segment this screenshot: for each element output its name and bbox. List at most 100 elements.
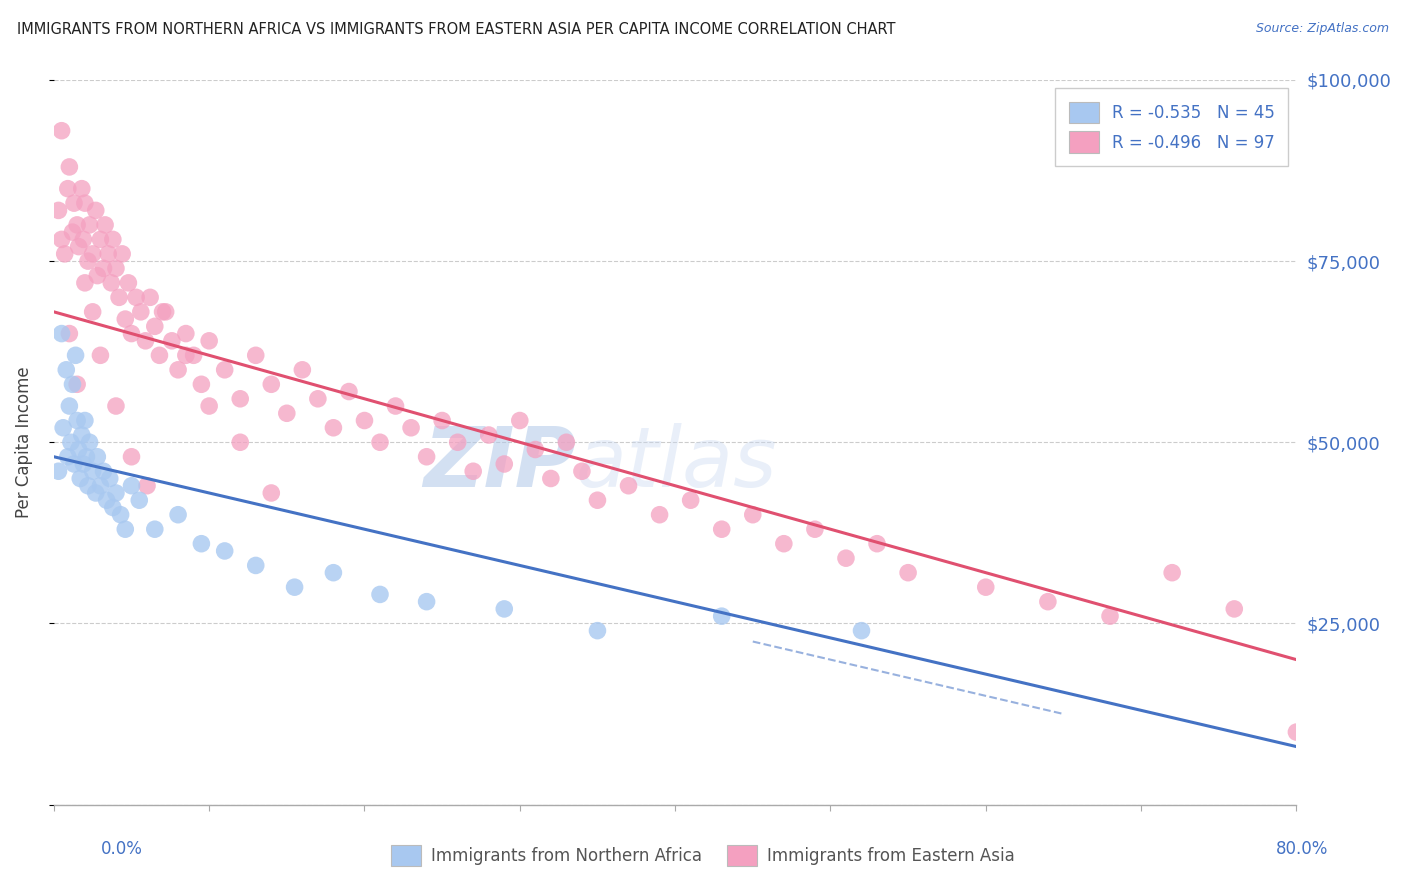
Point bbox=[478, 428, 501, 442]
Point bbox=[66, 377, 89, 392]
Point bbox=[260, 377, 283, 392]
Point bbox=[415, 595, 437, 609]
Point bbox=[89, 348, 111, 362]
Point bbox=[322, 566, 344, 580]
Point bbox=[75, 450, 97, 464]
Point bbox=[114, 312, 136, 326]
Point bbox=[58, 160, 80, 174]
Point bbox=[94, 218, 117, 232]
Point bbox=[108, 290, 131, 304]
Point bbox=[155, 305, 177, 319]
Point bbox=[741, 508, 763, 522]
Point bbox=[77, 479, 100, 493]
Point bbox=[66, 218, 89, 232]
Point bbox=[111, 247, 134, 261]
Point bbox=[86, 268, 108, 283]
Point bbox=[73, 276, 96, 290]
Point bbox=[52, 421, 75, 435]
Point bbox=[1161, 566, 1184, 580]
Point bbox=[143, 319, 166, 334]
Point bbox=[183, 348, 205, 362]
Point bbox=[48, 464, 70, 478]
Text: Source: ZipAtlas.com: Source: ZipAtlas.com bbox=[1256, 22, 1389, 36]
Point bbox=[1223, 602, 1246, 616]
Point bbox=[143, 522, 166, 536]
Point bbox=[152, 305, 174, 319]
Point bbox=[679, 493, 702, 508]
Point bbox=[121, 326, 143, 341]
Point bbox=[1036, 595, 1059, 609]
Point bbox=[104, 486, 127, 500]
Point bbox=[51, 232, 73, 246]
Point bbox=[322, 421, 344, 435]
Point bbox=[307, 392, 329, 406]
Point bbox=[284, 580, 307, 594]
Point bbox=[96, 493, 118, 508]
Point bbox=[134, 334, 156, 348]
Point bbox=[79, 218, 101, 232]
Point bbox=[494, 457, 516, 471]
Legend: R = -0.535   N = 45, R = -0.496   N = 97: R = -0.535 N = 45, R = -0.496 N = 97 bbox=[1054, 88, 1288, 166]
Point bbox=[77, 254, 100, 268]
Point bbox=[167, 508, 190, 522]
Point bbox=[384, 399, 406, 413]
Point bbox=[67, 239, 90, 253]
Point bbox=[51, 326, 73, 341]
Point bbox=[509, 413, 531, 427]
Point bbox=[58, 326, 80, 341]
Point bbox=[56, 182, 79, 196]
Point bbox=[101, 232, 124, 246]
Point bbox=[214, 544, 236, 558]
Point bbox=[121, 450, 143, 464]
Point bbox=[89, 479, 111, 493]
Point bbox=[84, 203, 107, 218]
Point bbox=[835, 551, 858, 566]
Point bbox=[710, 609, 733, 624]
Point bbox=[214, 363, 236, 377]
Point bbox=[353, 413, 375, 427]
Point bbox=[1285, 725, 1308, 739]
Point bbox=[851, 624, 873, 638]
Point bbox=[72, 232, 94, 246]
Point bbox=[804, 522, 827, 536]
Point bbox=[190, 537, 212, 551]
Text: ZIP: ZIP bbox=[423, 424, 575, 505]
Point bbox=[1098, 609, 1121, 624]
Point bbox=[125, 290, 148, 304]
Point bbox=[245, 558, 267, 573]
Point bbox=[62, 377, 84, 392]
Point bbox=[110, 508, 132, 522]
Point bbox=[73, 196, 96, 211]
Point bbox=[121, 479, 143, 493]
Point bbox=[174, 326, 197, 341]
Point bbox=[73, 413, 96, 427]
Point bbox=[93, 464, 115, 478]
Point bbox=[148, 348, 170, 362]
Point bbox=[368, 435, 391, 450]
Point bbox=[117, 276, 139, 290]
Point bbox=[59, 435, 82, 450]
Point bbox=[84, 486, 107, 500]
Point bbox=[55, 363, 77, 377]
Point bbox=[136, 479, 159, 493]
Point bbox=[53, 247, 76, 261]
Point bbox=[897, 566, 920, 580]
Point bbox=[129, 305, 152, 319]
Point bbox=[190, 377, 212, 392]
Point bbox=[772, 537, 794, 551]
Point bbox=[82, 464, 104, 478]
Point bbox=[79, 435, 101, 450]
Point bbox=[100, 276, 122, 290]
Point bbox=[291, 363, 314, 377]
Text: 80.0%: 80.0% bbox=[1277, 840, 1329, 858]
Point bbox=[70, 182, 93, 196]
Point bbox=[82, 305, 104, 319]
Point bbox=[540, 471, 562, 485]
Point bbox=[276, 406, 298, 420]
Point bbox=[98, 471, 121, 485]
Point bbox=[93, 261, 115, 276]
Point bbox=[67, 442, 90, 457]
Point bbox=[260, 486, 283, 500]
Point bbox=[139, 290, 162, 304]
Point bbox=[710, 522, 733, 536]
